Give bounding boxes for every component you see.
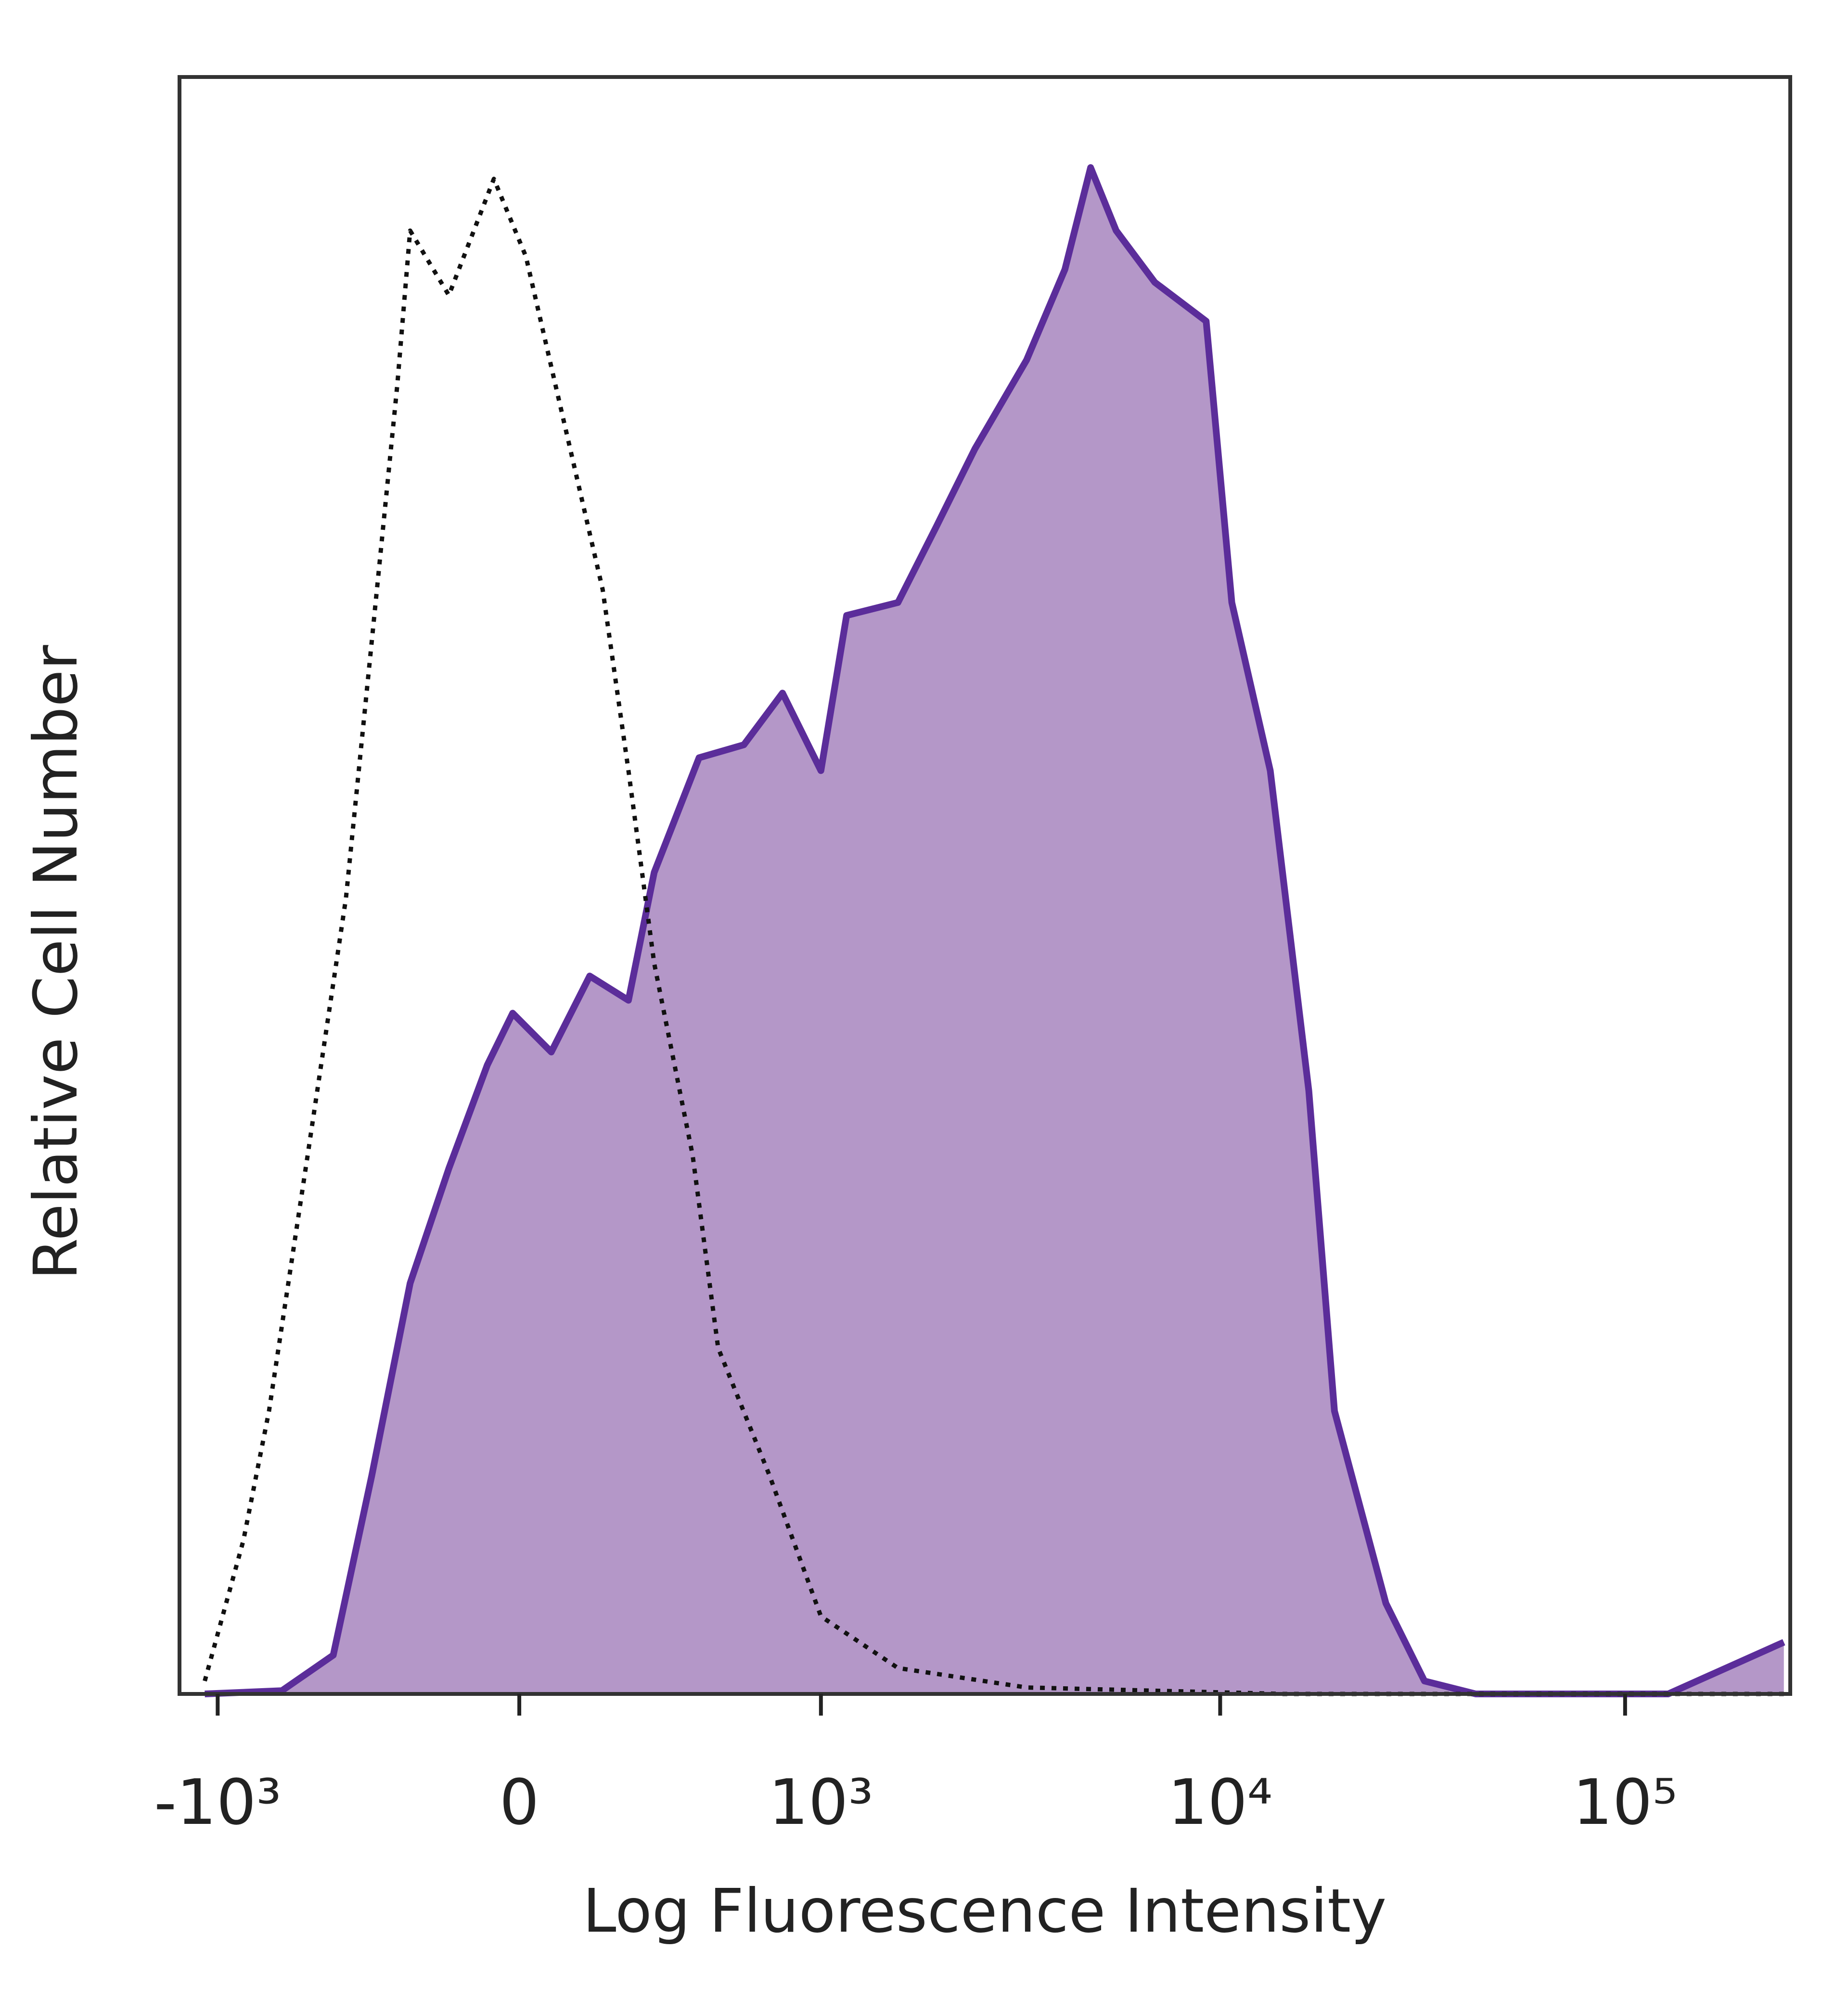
y-axis-title: Relative Cell Number (21, 645, 91, 1280)
histogram-area (205, 167, 1784, 1694)
x-axis-title: Log Fluorescence Intensity (583, 1876, 1386, 1946)
x-tick-label: 10⁴ (1168, 1766, 1273, 1839)
x-tick-label: 0 (500, 1766, 539, 1839)
histogram-line (205, 164, 1785, 1697)
x-tick-label: 10⁵ (1573, 1766, 1678, 1839)
histogram-line (203, 177, 1784, 1696)
x-tick-label: -10³ (154, 1766, 281, 1839)
plot-frame (178, 75, 1792, 1696)
x-tick-label: 10³ (769, 1766, 873, 1839)
